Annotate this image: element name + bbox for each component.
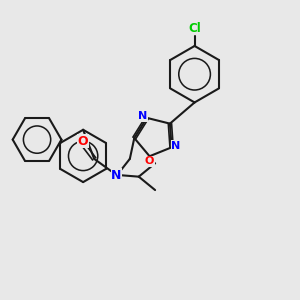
Text: N: N [111, 169, 122, 182]
Text: N: N [138, 111, 147, 122]
Text: O: O [145, 156, 154, 166]
Text: Cl: Cl [188, 22, 201, 34]
Text: O: O [78, 134, 88, 148]
Text: N: N [171, 141, 181, 151]
